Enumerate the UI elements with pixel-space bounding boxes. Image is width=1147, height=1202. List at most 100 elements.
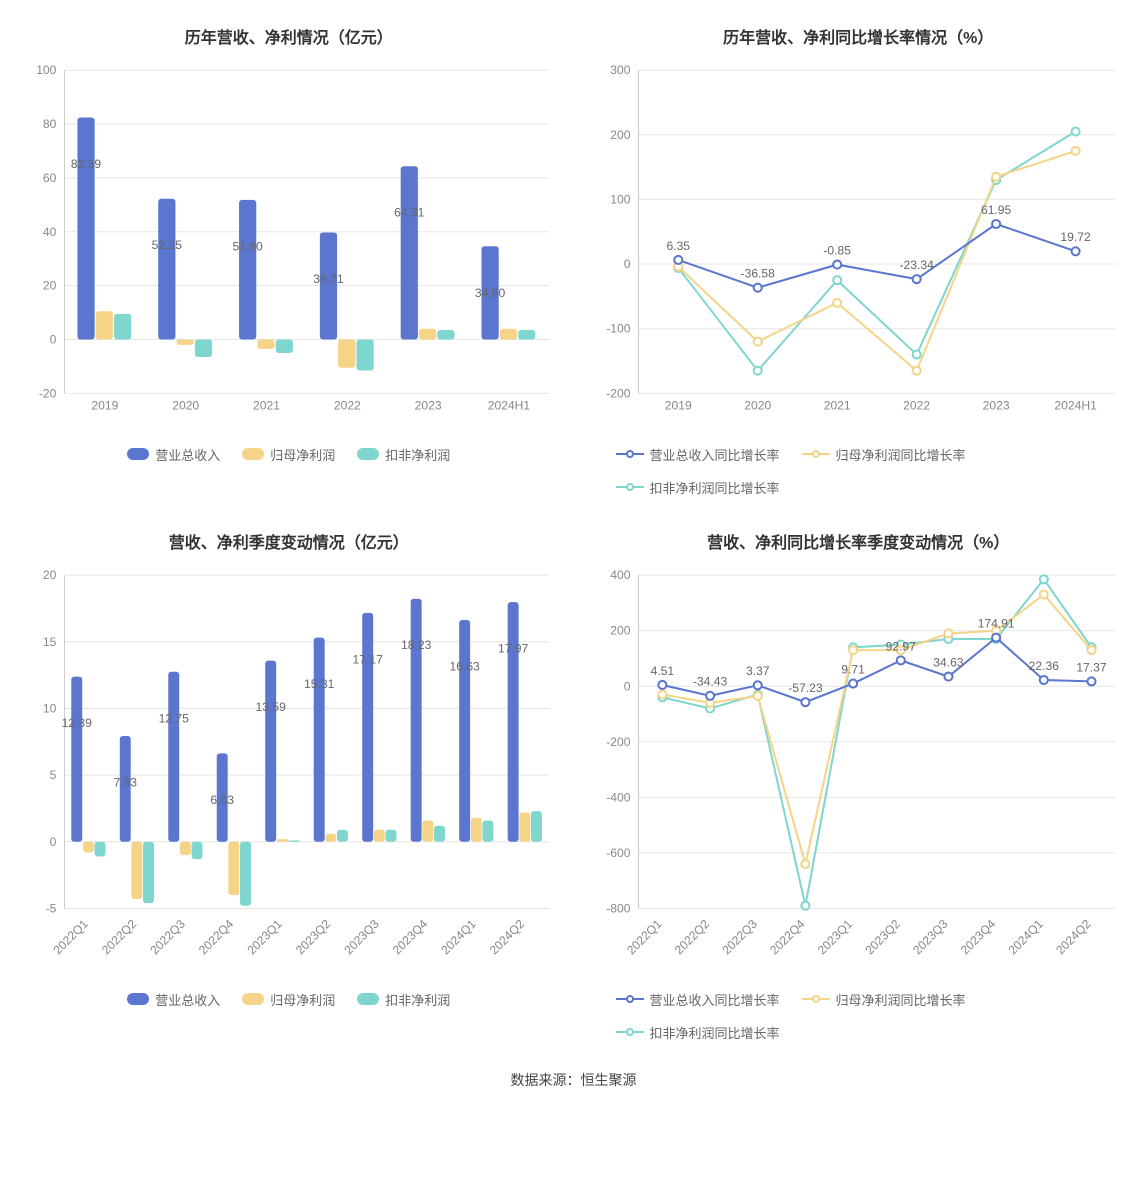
svg-text:2023Q1: 2023Q1 [814,916,855,957]
svg-text:12.75: 12.75 [159,711,190,725]
svg-text:2022Q2: 2022Q2 [99,916,140,957]
svg-text:-400: -400 [606,790,631,804]
svg-text:64.31: 64.31 [394,206,425,220]
svg-text:3.37: 3.37 [745,664,769,678]
swatch [357,993,379,1005]
legend-item: 营业总收入 [127,990,220,1009]
legend-item: 扣非净利润 [357,445,450,464]
legend-label: 扣非净利润同比增长率 [650,1023,780,1042]
legend-item: 归母净利润 [242,445,335,464]
chart-title: 营收、净利同比增长率季度变动情况（%） [586,529,1132,553]
svg-text:2022Q4: 2022Q4 [767,916,808,957]
svg-text:0: 0 [623,257,630,271]
legend-item: 归母净利润同比增长率 [802,990,966,1009]
legend-bar: 营业总收入 归母净利润 扣非净利润 [16,445,562,464]
svg-text:0: 0 [623,679,630,693]
svg-text:2022Q1: 2022Q1 [50,916,91,957]
svg-text:2021: 2021 [253,399,280,413]
svg-text:100: 100 [36,63,56,77]
swatch [616,448,644,460]
svg-text:0: 0 [50,333,57,347]
svg-text:16.63: 16.63 [449,659,480,673]
legend-item: 营业总收入同比增长率 [616,990,780,1009]
legend-line: 营业总收入同比增长率 归母净利润同比增长率 扣非净利润同比增长率 [586,445,1132,497]
svg-text:300: 300 [610,63,630,77]
legend-label: 扣非净利润 [385,445,450,464]
svg-text:2024Q2: 2024Q2 [1053,916,1094,957]
svg-text:2022Q3: 2022Q3 [147,916,188,957]
svg-text:61.95: 61.95 [980,203,1011,217]
legend-item: 营业总收入 [127,445,220,464]
svg-text:34.60: 34.60 [475,286,506,300]
svg-text:-0.85: -0.85 [823,243,851,257]
svg-text:2023Q4: 2023Q4 [957,916,998,957]
chart-title: 营收、净利季度变动情况（亿元） [16,529,562,553]
svg-text:2024Q1: 2024Q1 [438,916,479,957]
legend-label: 扣非净利润 [385,990,450,1009]
chart-title: 历年营收、净利情况（亿元） [16,24,562,48]
svg-text:-36.58: -36.58 [740,267,775,281]
panel-quarterly-growth: 营收、净利同比增长率季度变动情况（%） -800-600-400-2000200… [582,517,1136,1046]
svg-text:2022Q1: 2022Q1 [624,916,665,957]
svg-text:2020: 2020 [172,399,199,413]
legend-label: 归母净利润 [270,445,335,464]
svg-text:2023Q2: 2023Q2 [862,916,903,957]
panel-quarterly-values: 营收、净利季度变动情况（亿元） -5051015202022Q12022Q220… [12,517,566,1046]
svg-text:174.91: 174.91 [977,616,1014,630]
svg-text:2022: 2022 [334,399,361,413]
svg-text:0: 0 [50,834,57,848]
swatch [127,993,149,1005]
swatch [616,481,644,493]
svg-text:2019: 2019 [91,399,118,413]
svg-text:18.23: 18.23 [401,638,432,652]
swatch [802,448,830,460]
svg-text:6.35: 6.35 [666,239,690,253]
svg-text:15: 15 [43,634,57,648]
legend-item: 营业总收入同比增长率 [616,445,780,464]
svg-text:5: 5 [50,768,57,782]
swatch [802,993,830,1005]
svg-text:34.63: 34.63 [933,655,964,669]
svg-text:17.37: 17.37 [1076,660,1107,674]
svg-text:2024Q1: 2024Q1 [1005,916,1046,957]
svg-text:2022Q2: 2022Q2 [671,916,712,957]
svg-text:2024H1: 2024H1 [1054,399,1097,413]
chart-canvas-annual-values: -20020406080100201920202021202220232024H… [16,60,562,429]
legend-label: 归母净利润同比增长率 [836,445,966,464]
svg-text:2024H1: 2024H1 [488,399,531,413]
swatch [127,448,149,460]
legend-item: 归母净利润同比增长率 [802,445,966,464]
svg-text:4.51: 4.51 [650,664,674,678]
legend-label: 归母净利润 [270,990,335,1009]
svg-text:2023Q1: 2023Q1 [244,916,285,957]
svg-text:15.31: 15.31 [304,677,335,691]
svg-text:2023: 2023 [982,399,1009,413]
swatch [242,448,264,460]
svg-text:2023Q3: 2023Q3 [341,916,382,957]
chart-canvas-annual-growth: -200-10001002003002019202020212022202320… [586,60,1132,429]
svg-text:12.39: 12.39 [62,716,93,730]
svg-text:2023Q3: 2023Q3 [910,916,951,957]
svg-text:2021: 2021 [823,399,850,413]
svg-text:51.80: 51.80 [233,239,264,253]
svg-text:2023Q4: 2023Q4 [390,916,431,957]
legend-label: 归母净利润同比增长率 [836,990,966,1009]
svg-text:80: 80 [43,117,57,131]
legend-item: 归母净利润 [242,990,335,1009]
svg-text:39.71: 39.71 [313,272,344,286]
svg-text:200: 200 [610,128,630,142]
svg-text:2020: 2020 [744,399,771,413]
svg-text:60: 60 [43,171,57,185]
swatch [357,448,379,460]
svg-text:2023: 2023 [415,399,442,413]
svg-text:6.63: 6.63 [210,793,234,807]
svg-text:-600: -600 [606,846,631,860]
svg-text:-800: -800 [606,901,631,915]
legend-label: 营业总收入同比增长率 [650,445,780,464]
svg-text:20: 20 [43,568,57,582]
svg-text:40: 40 [43,225,57,239]
svg-text:-34.43: -34.43 [692,674,727,688]
legend-item: 扣非净利润同比增长率 [616,478,780,497]
svg-text:200: 200 [610,623,630,637]
legend-line: 营业总收入同比增长率 归母净利润同比增长率 扣非净利润同比增长率 [586,990,1132,1042]
